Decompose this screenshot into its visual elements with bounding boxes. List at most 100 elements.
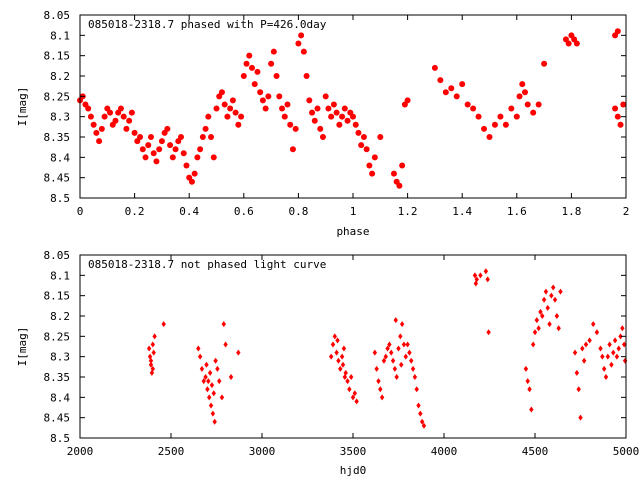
data-point bbox=[207, 394, 212, 401]
data-point bbox=[330, 341, 336, 348]
data-point bbox=[554, 313, 560, 319]
data-point bbox=[120, 113, 127, 120]
x-tick-label: 1.8 bbox=[561, 205, 581, 218]
x-tick-label: 2500 bbox=[158, 445, 185, 458]
x-axis-label: phase bbox=[336, 225, 369, 238]
data-point bbox=[617, 121, 624, 128]
data-point bbox=[183, 162, 190, 169]
data-point bbox=[205, 386, 210, 393]
data-point bbox=[153, 158, 160, 165]
data-point bbox=[418, 410, 423, 417]
data-point bbox=[474, 276, 479, 283]
data-point bbox=[354, 398, 359, 405]
data-point bbox=[529, 406, 534, 413]
x-tick-label: 2 bbox=[623, 205, 630, 218]
data-point bbox=[215, 365, 220, 372]
data-point bbox=[90, 121, 97, 128]
data-point bbox=[481, 125, 488, 132]
data-point bbox=[328, 353, 334, 360]
data-point bbox=[199, 134, 206, 140]
data-point bbox=[358, 142, 365, 149]
data-point bbox=[392, 365, 398, 372]
data-point bbox=[246, 52, 253, 59]
data-point bbox=[156, 146, 163, 153]
data-point bbox=[352, 390, 358, 397]
data-point bbox=[335, 337, 340, 344]
data-point bbox=[372, 349, 378, 356]
data-point bbox=[601, 365, 607, 372]
data-point bbox=[374, 365, 379, 372]
data-point bbox=[519, 81, 526, 88]
y-tick-label: 8.15 bbox=[44, 290, 71, 303]
data-point bbox=[442, 89, 449, 96]
data-point bbox=[128, 109, 135, 116]
data-point bbox=[268, 60, 275, 67]
plot-frame bbox=[79, 254, 627, 439]
data-point bbox=[206, 378, 211, 385]
data-point bbox=[497, 113, 504, 120]
data-point bbox=[437, 77, 444, 84]
data-point bbox=[541, 60, 548, 67]
data-point bbox=[485, 276, 490, 283]
data-point bbox=[208, 134, 215, 140]
x-tick-label: 0.6 bbox=[234, 205, 254, 218]
data-point bbox=[148, 357, 154, 364]
data-point bbox=[421, 422, 427, 429]
y-tick-label: 8.5 bbox=[50, 192, 70, 205]
data-point bbox=[405, 341, 410, 348]
data-point bbox=[355, 129, 362, 136]
data-point bbox=[403, 353, 408, 360]
data-point bbox=[547, 321, 552, 328]
data-point bbox=[101, 113, 108, 120]
data-point bbox=[541, 296, 547, 303]
data-point bbox=[338, 365, 343, 372]
data-point bbox=[483, 268, 489, 275]
data-point bbox=[464, 101, 471, 108]
data-point bbox=[298, 32, 305, 39]
data-point bbox=[486, 134, 493, 140]
data-point bbox=[229, 97, 236, 104]
data-point bbox=[213, 357, 218, 364]
data-point bbox=[612, 105, 619, 112]
data-point bbox=[378, 386, 383, 393]
data-point bbox=[459, 81, 466, 88]
data-point bbox=[211, 390, 216, 397]
data-point bbox=[339, 353, 345, 360]
y-tick-label: 8.3 bbox=[50, 111, 70, 124]
data-point bbox=[341, 105, 348, 112]
data-point bbox=[348, 374, 354, 380]
data-point bbox=[330, 101, 337, 108]
data-point bbox=[265, 93, 272, 100]
data-point bbox=[399, 361, 404, 368]
data-point bbox=[409, 357, 414, 364]
y-tick-label: 8.45 bbox=[44, 412, 71, 425]
data-point bbox=[309, 109, 316, 116]
data-point bbox=[527, 386, 532, 393]
data-point bbox=[344, 117, 351, 124]
data-point bbox=[311, 117, 318, 124]
x-tick-label: 0.4 bbox=[179, 205, 199, 218]
data-point bbox=[87, 113, 94, 120]
data-point bbox=[472, 272, 478, 279]
data-point bbox=[545, 304, 550, 311]
data-point bbox=[540, 313, 545, 319]
data-point bbox=[238, 113, 245, 120]
data-point bbox=[257, 89, 264, 96]
data-point bbox=[412, 374, 418, 380]
data-point bbox=[204, 361, 209, 368]
data-point bbox=[145, 142, 152, 149]
y-tick-label: 8.1 bbox=[50, 269, 70, 282]
data-point bbox=[254, 68, 261, 75]
data-point bbox=[209, 382, 215, 389]
data-point bbox=[621, 341, 627, 348]
data-point bbox=[112, 117, 119, 124]
data-point bbox=[180, 150, 187, 157]
data-point bbox=[393, 317, 398, 324]
data-point bbox=[243, 60, 250, 67]
y-tick-label: 8.25 bbox=[44, 90, 71, 103]
data-point bbox=[232, 109, 239, 116]
data-point bbox=[148, 361, 154, 368]
data-point bbox=[191, 170, 198, 177]
data-point bbox=[224, 113, 231, 120]
x-tick-label: 1.4 bbox=[452, 205, 472, 218]
